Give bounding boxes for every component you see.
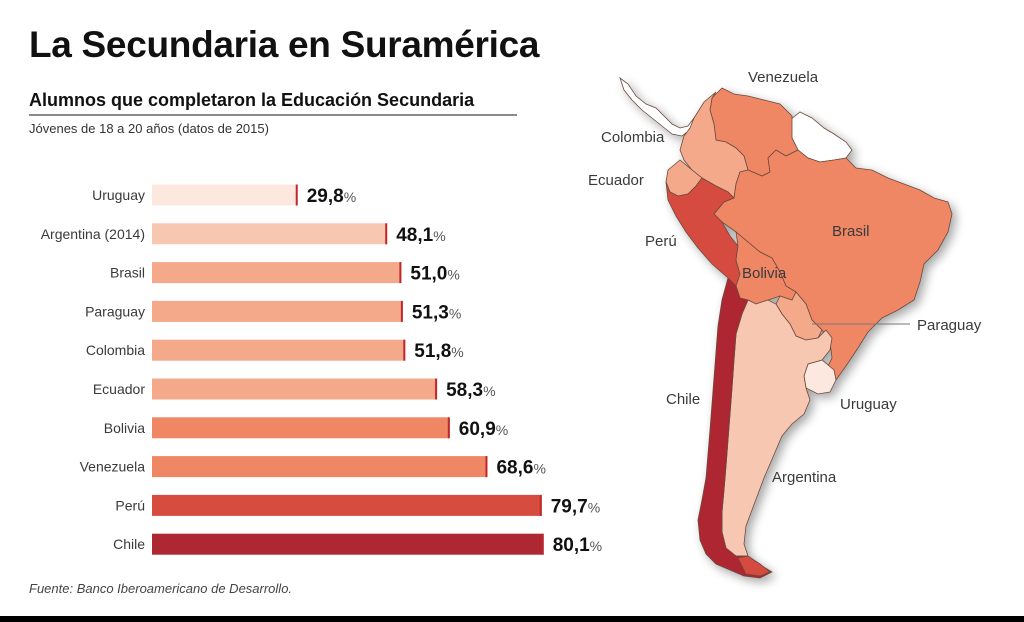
bar [152, 456, 488, 478]
map-label-paraguay: Paraguay [917, 317, 982, 334]
category-label: Perú [115, 497, 145, 513]
map-central-america [619, 76, 695, 137]
bar-row: Perú 79,7% [115, 494, 600, 517]
value-label: 79,7% [551, 496, 600, 517]
bottom-border [0, 616, 1024, 622]
value-number: 68,6 [496, 458, 533, 479]
category-label: Venezuela [80, 459, 146, 475]
bar-row: Colombia 51,8% [86, 339, 464, 362]
value-number: 51,8 [414, 341, 451, 362]
map-peru [665, 177, 741, 287]
value-label: 29,8% [307, 186, 356, 207]
bar-end-marker [295, 184, 298, 206]
bar [152, 378, 438, 400]
map-label-argentina: Argentina [772, 469, 837, 486]
value-unit: % [449, 305, 461, 321]
value-unit: % [447, 267, 459, 283]
value-unit: % [433, 228, 445, 244]
bar [152, 300, 403, 322]
chart-subtitle: Alumnos que completaron la Educación Sec… [29, 90, 517, 116]
map-label-bolivia: Bolivia [742, 265, 787, 282]
bar-end-marker [539, 494, 542, 516]
value-number: 29,8 [307, 186, 344, 207]
value-number: 51,3 [412, 302, 449, 323]
page-title: La Secundaria en Suramérica [29, 24, 540, 65]
bar-end-marker [385, 223, 388, 245]
bar-end-marker [400, 300, 403, 322]
value-number: 51,0 [410, 264, 447, 285]
value-label: 58,3% [446, 380, 495, 401]
value-label: 68,6% [496, 458, 545, 479]
bar [152, 494, 542, 516]
category-label: Bolivia [104, 420, 145, 436]
value-number: 60,9 [459, 419, 496, 440]
bar-row: Venezuela 68,6% [80, 456, 546, 479]
value-unit: % [496, 422, 508, 438]
value-label: 51,3% [412, 302, 461, 323]
bar-row: Uruguay 29,8% [92, 184, 356, 207]
value-label: 51,0% [410, 264, 459, 285]
bar-row: Argentina (2014) 48,1% [41, 223, 446, 246]
map-argentina [721, 299, 833, 557]
value-label: 80,1% [553, 535, 602, 556]
bar-end-marker [435, 378, 438, 400]
map-bolivia [735, 231, 797, 305]
value-unit: % [451, 344, 463, 360]
value-number: 48,1 [396, 225, 433, 246]
map-tierra-del-fuego [737, 555, 771, 577]
map-label-uruguay: Uruguay [840, 396, 897, 413]
bar-end-marker [399, 262, 402, 284]
map-label-chile: Chile [666, 391, 700, 408]
value-unit: % [590, 538, 602, 554]
chart-note: Jóvenes de 18 a 20 años (datos de 2015) [29, 121, 269, 136]
category-label: Paraguay [85, 303, 145, 319]
bar-end-marker [541, 533, 544, 555]
bar-row: Paraguay 51,3% [85, 300, 461, 323]
value-unit: % [588, 499, 600, 515]
bar-row: Bolivia 60,9% [104, 417, 508, 440]
value-label: 60,9% [459, 419, 508, 440]
value-unit: % [483, 383, 495, 399]
map-chile [697, 277, 773, 579]
bar [152, 184, 298, 206]
value-number: 80,1 [553, 535, 590, 556]
map-label-venezuela: Venezuela [748, 69, 819, 86]
map-label-ecuador: Ecuador [588, 172, 644, 189]
bar [152, 533, 544, 555]
value-unit: % [344, 189, 356, 205]
category-label: Uruguay [92, 187, 145, 203]
bar-row: Brasil 51,0% [110, 262, 460, 285]
category-label: Argentina (2014) [41, 226, 145, 242]
source-note: Fuente: Banco Iberoamericano de Desarrol… [29, 581, 293, 596]
value-number: 58,3 [446, 380, 483, 401]
map-label-peru: Perú [645, 233, 677, 250]
bar-chart: Uruguay 29,8% Argentina (2014) 48,1% Brasil 5… [41, 184, 602, 556]
category-label: Chile [113, 536, 145, 552]
value-label: 51,8% [414, 341, 463, 362]
map-label-brasil: Brasil [832, 223, 870, 240]
category-label: Ecuador [93, 381, 145, 397]
bar-row: Chile 80,1% [113, 533, 602, 556]
bar [152, 417, 450, 439]
value-label: 48,1% [396, 225, 445, 246]
value-number: 79,7 [551, 496, 588, 517]
bar [152, 262, 402, 284]
bar-end-marker [403, 339, 406, 361]
category-label: Colombia [86, 342, 145, 358]
bar [152, 339, 406, 361]
value-unit: % [533, 461, 545, 477]
bar [152, 223, 388, 245]
category-label: Brasil [110, 265, 145, 281]
bar-end-marker [485, 456, 488, 478]
map-label-colombia: Colombia [601, 129, 665, 146]
bar-row: Ecuador 58,3% [93, 378, 496, 401]
bar-end-marker [447, 417, 450, 439]
